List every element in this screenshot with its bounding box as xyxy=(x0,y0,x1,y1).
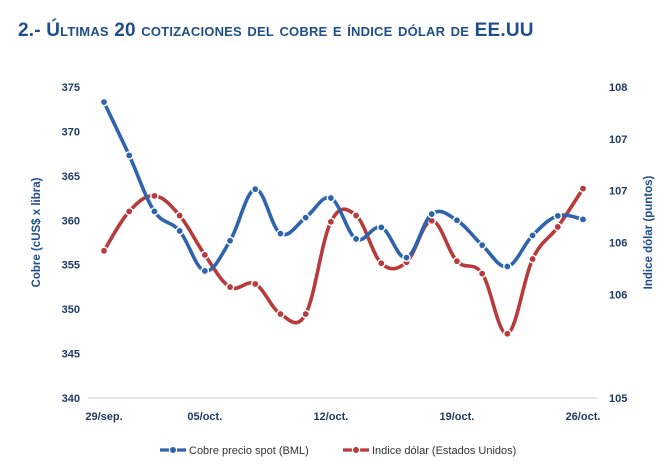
x-tick-label: 29/sep. xyxy=(85,411,122,423)
data-point xyxy=(477,269,487,278)
chart-title: 2.- Últimas 20 cotizaciones del cobre e … xyxy=(18,20,534,41)
data-point xyxy=(99,97,109,107)
series-line xyxy=(102,100,585,273)
data-point xyxy=(528,231,537,240)
data-point xyxy=(175,211,184,220)
data-point xyxy=(326,217,336,227)
data-point xyxy=(150,207,159,216)
x-tick-label: 12/oct. xyxy=(313,411,348,423)
series-line xyxy=(102,186,585,336)
legend-swatch-marker xyxy=(168,445,178,455)
data-point xyxy=(427,209,437,219)
series-cobre xyxy=(99,97,588,276)
data-point xyxy=(276,229,285,238)
data-point xyxy=(225,282,235,292)
data-point xyxy=(452,256,462,266)
left-tick-label: 360 xyxy=(62,215,80,227)
data-point xyxy=(99,246,109,256)
data-point xyxy=(301,309,310,319)
data-point xyxy=(553,222,563,232)
legend: Cobre precio spot (BML) Indice dólar (Est… xyxy=(160,445,516,457)
data-point xyxy=(175,226,184,236)
right-axis-title: Indice dólar (puntos) xyxy=(643,175,655,289)
data-point xyxy=(578,184,588,193)
x-tick-label: 05/oct. xyxy=(187,411,222,423)
data-point xyxy=(301,213,310,222)
legend-item-cobre: Cobre precio spot (BML) xyxy=(160,445,309,457)
data-point xyxy=(124,207,134,216)
data-point xyxy=(377,258,386,268)
right-tick-label: 105 xyxy=(609,393,627,405)
data-point xyxy=(503,329,512,339)
data-point xyxy=(377,223,386,232)
left-tick-label: 350 xyxy=(62,304,80,316)
data-point xyxy=(578,215,588,224)
left-tick-label: 340 xyxy=(62,393,80,405)
right-axis: 105 106 106 107 107 108 xyxy=(609,82,627,405)
data-point xyxy=(553,211,563,221)
x-tick-label: 26/oct. xyxy=(566,411,601,423)
left-tick-label: 375 xyxy=(62,82,80,94)
left-tick-label: 355 xyxy=(62,260,80,272)
data-point xyxy=(477,240,487,250)
data-point xyxy=(402,253,411,262)
data-point xyxy=(528,254,537,264)
right-tick-label: 108 xyxy=(609,82,627,94)
x-axis: 29/sep. 05/oct. 12/oct. 19/oct. 26/oct. xyxy=(85,397,601,423)
right-tick-label: 107 xyxy=(609,134,627,146)
left-tick-label: 345 xyxy=(62,349,80,361)
data-point xyxy=(250,279,260,289)
data-point xyxy=(452,215,462,225)
left-axis: 340 345 350 355 360 365 370 375 xyxy=(62,82,80,405)
data-point xyxy=(503,262,512,271)
x-tick-label: 19/oct. xyxy=(440,411,475,423)
data-point xyxy=(200,266,210,276)
series-layer xyxy=(99,97,588,339)
data-point xyxy=(150,191,159,201)
right-tick-label: 106 xyxy=(609,238,627,250)
data-point xyxy=(250,184,260,194)
left-tick-label: 370 xyxy=(62,126,80,138)
right-tick-label: 107 xyxy=(609,186,627,198)
data-point xyxy=(225,236,235,246)
data-point xyxy=(351,234,361,244)
data-point xyxy=(351,211,361,220)
legend-swatch-marker xyxy=(351,445,361,455)
data-point xyxy=(276,309,285,319)
legend-item-indice-dolar: Indice dólar (Estados Unidos) xyxy=(343,445,516,457)
legend-label: Indice dólar (Estados Unidos) xyxy=(372,445,516,457)
left-axis-title: Cobre (cUS$ x libra) xyxy=(31,177,43,287)
data-point xyxy=(200,250,210,260)
data-point xyxy=(124,151,134,160)
series-indice-dolar xyxy=(99,184,588,339)
right-tick-label: 106 xyxy=(609,289,627,301)
data-point xyxy=(326,193,336,203)
left-tick-label: 365 xyxy=(62,171,80,183)
legend-label: Cobre precio spot (BML) xyxy=(189,445,309,457)
